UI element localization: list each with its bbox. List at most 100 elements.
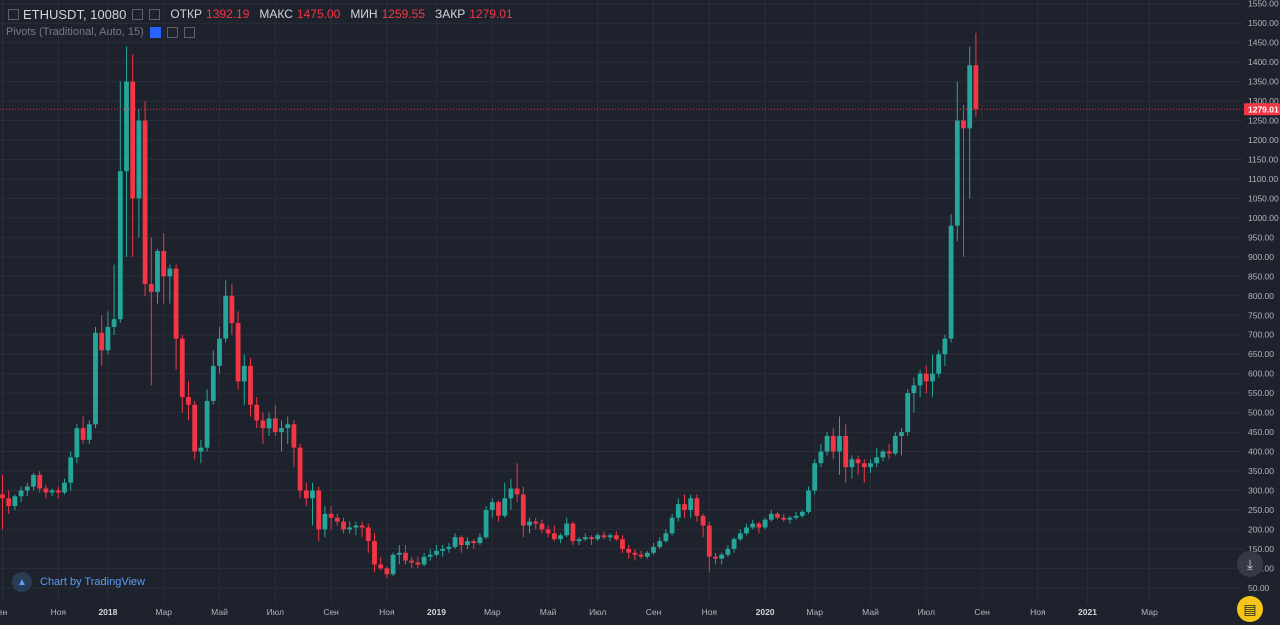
candle-body: [744, 527, 749, 534]
price-tick-label: 200.00: [1248, 524, 1274, 534]
candle-body: [390, 554, 396, 575]
candle-body: [18, 490, 24, 497]
candle-body: [632, 552, 638, 555]
time-tick-label: Ноя: [51, 607, 67, 617]
candle-body: [427, 554, 433, 557]
candle-body: [223, 295, 229, 339]
candle-body: [452, 537, 458, 547]
chart-grid: [0, 0, 1243, 604]
indicator-settings-icon[interactable]: [166, 26, 178, 38]
price-tick-label: 850.00: [1248, 271, 1274, 281]
candle-body: [589, 537, 594, 540]
indicator-visibility-icon[interactable]: [149, 26, 161, 38]
time-tick-label: Май: [211, 607, 228, 617]
candle-body: [682, 504, 687, 510]
candle-body: [136, 120, 142, 199]
indicator-close-icon[interactable]: [183, 26, 195, 38]
candle-body: [117, 171, 123, 320]
candle-body: [285, 424, 291, 429]
candle-body: [458, 537, 464, 545]
candle-body: [706, 525, 712, 557]
symbol-settings-icon[interactable]: [132, 8, 144, 20]
price-tick-label: 900.00: [1248, 252, 1274, 262]
time-tick-label: Май: [862, 607, 879, 617]
candle-body: [923, 373, 929, 382]
candle-body: [905, 393, 911, 433]
tradingview-logo-icon: ▲: [12, 572, 32, 592]
candle-body: [31, 474, 36, 487]
time-tick-label: Мар: [155, 607, 172, 617]
price-tick-label: 400.00: [1248, 447, 1274, 457]
candle-body: [415, 562, 421, 565]
candle-body: [768, 513, 774, 520]
candle-body: [576, 539, 582, 542]
candle-body: [341, 521, 346, 530]
candle-body: [545, 529, 551, 534]
candle-body: [229, 295, 235, 324]
candle-body: [551, 533, 557, 540]
candle-body: [378, 564, 384, 569]
price-tick-label: 1150.00: [1248, 154, 1278, 164]
open-label: ОТКР: [170, 7, 202, 21]
symbol-close-icon[interactable]: [149, 8, 161, 20]
chat-button[interactable]: ▤: [1237, 596, 1263, 622]
candle-body: [793, 515, 799, 518]
price-tick-label: 300.00: [1248, 485, 1274, 495]
candle-body: [688, 498, 694, 510]
candle-body: [130, 81, 136, 199]
scroll-to-realtime-button[interactable]: ⤓: [1237, 551, 1263, 577]
candle-body: [37, 474, 43, 489]
time-tick-label: Ноя: [1030, 607, 1046, 617]
candle-body: [595, 535, 601, 540]
chat-icon: ▤: [1243, 600, 1257, 617]
time-tick-label: Ноя: [379, 607, 395, 617]
candle-body: [489, 502, 495, 510]
price-tick-label: 50.00: [1248, 583, 1270, 593]
tradingview-badge[interactable]: ▲ Chart by TradingView: [12, 572, 145, 592]
candle-body: [409, 560, 415, 563]
symbol-label[interactable]: ETHUSDT, 10080: [23, 6, 127, 22]
candle-body: [917, 373, 923, 386]
price-axis: 50.00100.00150.00200.00250.00300.00350.0…: [1244, 0, 1280, 625]
candle-body: [775, 513, 780, 518]
candle-body: [973, 65, 979, 110]
candle-body: [911, 385, 917, 394]
collapse-legend-icon[interactable]: [8, 8, 19, 20]
candle-body: [787, 517, 793, 520]
candle-body: [936, 354, 942, 374]
candle-body: [12, 496, 18, 507]
price-tick-label: 550.00: [1248, 388, 1274, 398]
candle-body: [644, 552, 650, 557]
price-tick-label: 350.00: [1248, 466, 1274, 476]
time-tick-label: Июл: [267, 607, 284, 617]
badge-text: Chart by TradingView: [40, 576, 145, 588]
candle-body: [564, 523, 570, 536]
time-tick-label: Сен: [974, 607, 990, 617]
candle-body: [892, 435, 898, 454]
price-tick-label: 1200.00: [1248, 135, 1279, 145]
price-tick-label: 600.00: [1248, 369, 1274, 379]
candle-body: [272, 418, 278, 433]
candle-body: [483, 509, 489, 538]
price-tick-label: 1250.00: [1248, 116, 1279, 126]
time-tick-label: 2018: [98, 607, 117, 617]
candle-body: [68, 457, 74, 483]
price-tick-label: 250.00: [1248, 505, 1274, 515]
candle-body: [465, 541, 470, 545]
time-tick-label: Ноя: [702, 607, 718, 617]
time-tick-label: 2020: [756, 607, 775, 617]
candle-body: [86, 424, 92, 440]
candle-body: [179, 338, 185, 398]
candle-body: [713, 556, 718, 559]
candle-body: [930, 373, 935, 382]
candle-body: [49, 490, 55, 493]
candle-body: [186, 397, 191, 405]
candle-body: [737, 533, 743, 540]
candle-body: [570, 523, 576, 542]
candle-body: [961, 120, 966, 129]
indicator-label[interactable]: Pivots (Traditional, Auto, 15): [6, 26, 144, 38]
candle-body: [514, 488, 520, 495]
candle-body: [446, 546, 452, 549]
candle-body: [477, 537, 483, 544]
